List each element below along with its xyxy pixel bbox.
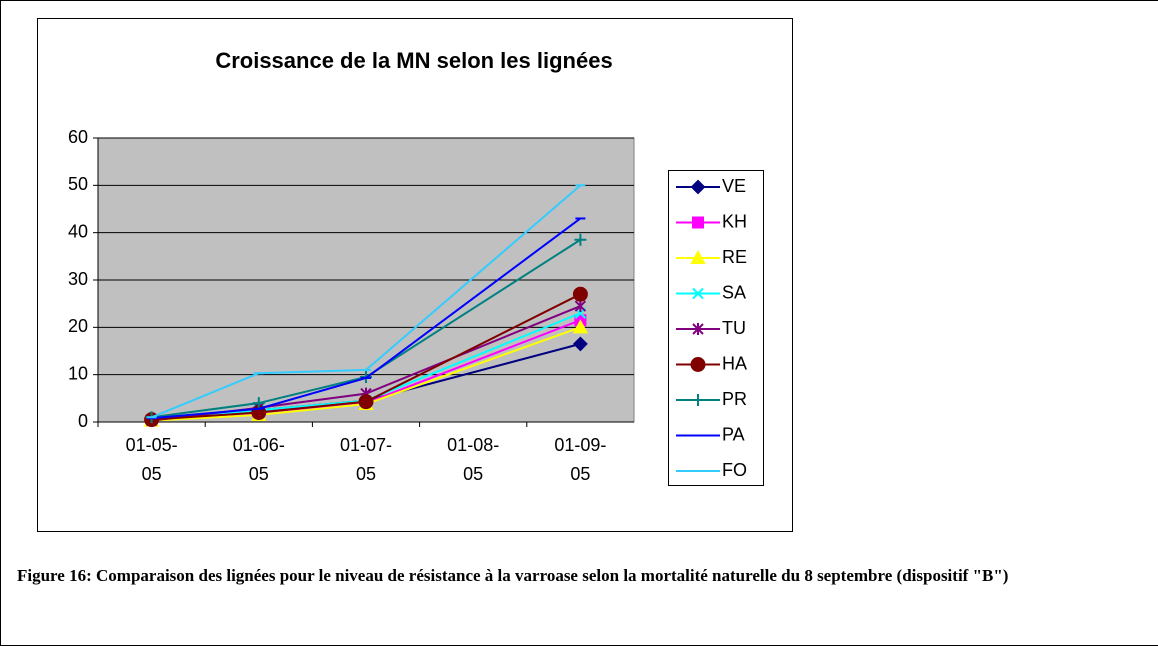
marker <box>692 287 704 300</box>
legend-label: PA <box>722 424 745 444</box>
marker <box>692 216 704 229</box>
marker <box>692 323 704 335</box>
y-tick-label: 60 <box>68 127 88 147</box>
caption: Figure 16: Comparaison des lignées pour … <box>17 566 1009 585</box>
marker <box>572 319 589 334</box>
series-line <box>151 326 581 422</box>
marker <box>690 357 706 372</box>
marker <box>574 300 587 313</box>
x-tick-label: 01-06-05 <box>232 435 285 484</box>
legend-label: TU <box>722 318 746 338</box>
legend-label: PR <box>722 389 747 409</box>
x-tick-label: 01-09-05 <box>554 435 607 484</box>
chart-title: Croissance de la MN selon les lignées <box>215 48 612 73</box>
legend-label: KH <box>722 211 747 231</box>
marker <box>690 179 706 195</box>
marker <box>572 286 588 302</box>
y-tick-label: 40 <box>68 221 88 241</box>
series-line <box>151 184 582 419</box>
x-tick-label: 01-08-05 <box>447 435 500 484</box>
series-line <box>151 238 581 419</box>
legend-label: VE <box>722 176 746 196</box>
y-tick-label: 50 <box>68 174 88 194</box>
x-tick-label: 01-05-05 <box>125 435 178 484</box>
legend-label: RE <box>722 247 747 267</box>
y-tick-label: 0 <box>78 411 88 431</box>
y-tick-label: 10 <box>68 363 88 383</box>
marker <box>692 394 704 406</box>
legend-label: SA <box>722 282 746 302</box>
marker <box>358 394 374 410</box>
y-tick-label: 30 <box>68 269 88 289</box>
legend-label: FO <box>722 460 747 480</box>
marker <box>252 397 265 410</box>
series-line <box>151 217 581 420</box>
series-line <box>151 293 581 421</box>
legend-label: HA <box>722 353 747 373</box>
y-tick-label: 20 <box>68 316 88 336</box>
x-tick-label: 01-07-05 <box>339 435 393 484</box>
marker <box>690 249 706 264</box>
marker <box>574 233 587 246</box>
marker <box>572 336 588 352</box>
